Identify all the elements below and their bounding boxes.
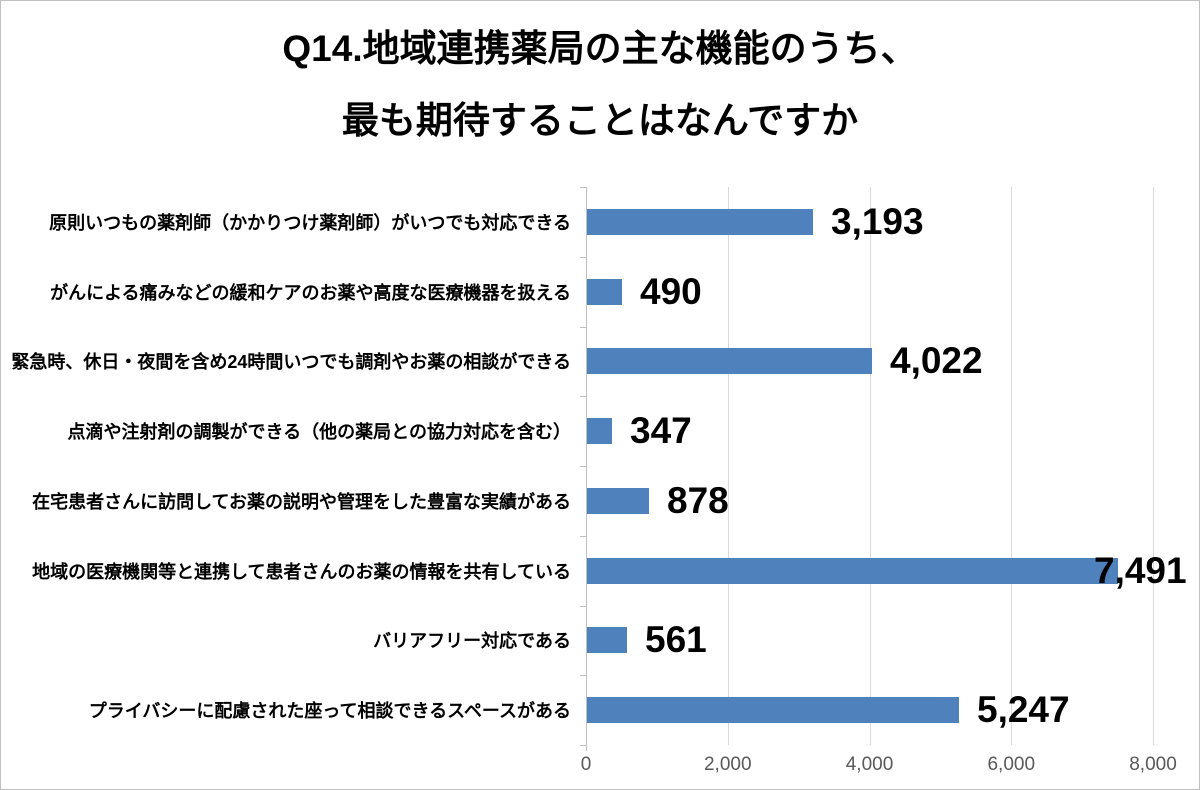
bar xyxy=(587,558,1118,584)
axis-tick xyxy=(580,257,586,258)
gridline xyxy=(727,187,729,745)
axis-tick xyxy=(580,675,586,676)
axis-tick xyxy=(580,466,586,467)
bar xyxy=(587,627,627,653)
category-axis-line xyxy=(586,187,587,751)
value-label: 878 xyxy=(667,480,729,521)
category-label: 原則いつもの薬剤師（かかりつけ薬剤師）がいつでも対応できる xyxy=(49,212,571,233)
x-tick-label: 2,000 xyxy=(703,754,752,775)
x-tick-label: 4,000 xyxy=(845,754,894,775)
bar xyxy=(587,209,813,235)
category-label: バリアフリー対応である xyxy=(373,631,571,652)
axis-tick xyxy=(580,606,586,607)
x-tick-label: 6,000 xyxy=(987,754,1036,775)
chart-title: Q14.地域連携薬局の主な機能のうち、 最も期待することはなんですか xyxy=(1,13,1199,157)
category-label: 点滴や注射剤の調製ができる（他の薬局との協力対応を含む） xyxy=(67,422,571,443)
bar xyxy=(587,488,649,514)
gridline xyxy=(1153,187,1154,745)
bar xyxy=(587,348,872,374)
chart-title-line1: Q14.地域連携薬局の主な機能のうち、 xyxy=(282,28,918,69)
value-label: 5,247 xyxy=(977,689,1070,730)
category-label: 緊急時、休日・夜間を含め24時間いつでも調剤やお薬の相談ができる xyxy=(11,352,571,373)
category-label: 地域の医療機関等と連携して患者さんのお薬の情報を共有している xyxy=(32,561,571,582)
chart-title-line2: 最も期待することはなんですか xyxy=(341,100,859,141)
bar xyxy=(587,697,959,723)
bar xyxy=(587,418,612,444)
value-label: 561 xyxy=(645,619,707,660)
value-label: 7,491 xyxy=(1094,550,1187,591)
axis-tick xyxy=(580,396,586,397)
value-label: 4,022 xyxy=(890,340,983,381)
gridline xyxy=(1011,187,1013,745)
value-label: 3,193 xyxy=(831,201,924,242)
axis-tick xyxy=(580,187,586,188)
x-tick-label: 0 xyxy=(580,754,592,775)
axis-tick xyxy=(580,327,586,328)
x-tick-label: 8,000 xyxy=(1129,754,1177,775)
value-label: 347 xyxy=(630,410,692,451)
category-label: 在宅患者さんに訪問してお薬の説明や管理をした豊富な実績がある xyxy=(32,491,571,512)
bar xyxy=(587,279,622,305)
axis-tick xyxy=(580,536,586,537)
category-label: プライバシーに配慮された座って相談できるスペースがある xyxy=(88,701,571,722)
value-label: 490 xyxy=(640,271,702,312)
axis-tick xyxy=(580,745,586,746)
gridline xyxy=(869,187,871,745)
category-label: がんによる痛みなどの緩和ケアのお薬や高度な医療機器を扱える xyxy=(50,282,571,303)
